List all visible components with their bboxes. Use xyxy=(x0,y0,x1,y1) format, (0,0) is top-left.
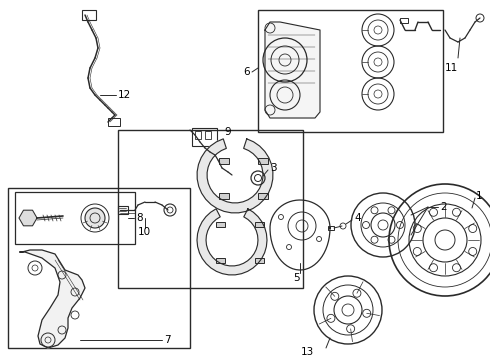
Text: 6: 6 xyxy=(244,67,250,77)
Bar xyxy=(118,130,303,288)
Polygon shape xyxy=(265,22,320,118)
Polygon shape xyxy=(197,209,267,275)
Bar xyxy=(82,10,96,20)
Text: 11: 11 xyxy=(445,63,458,73)
Text: 10: 10 xyxy=(138,227,151,237)
Bar xyxy=(108,118,120,126)
Polygon shape xyxy=(197,139,273,213)
Bar xyxy=(255,222,264,227)
Text: 2: 2 xyxy=(440,202,446,212)
Text: 13: 13 xyxy=(301,347,314,357)
Text: 4: 4 xyxy=(354,213,361,223)
Bar xyxy=(258,10,443,132)
Text: 8: 8 xyxy=(136,213,143,223)
Circle shape xyxy=(85,208,105,228)
Text: 1: 1 xyxy=(476,191,483,201)
Bar xyxy=(118,206,128,214)
Bar xyxy=(258,158,268,164)
Text: 12: 12 xyxy=(118,90,131,100)
Bar xyxy=(216,222,225,227)
Bar xyxy=(255,258,264,263)
Bar xyxy=(216,258,225,263)
Text: 3: 3 xyxy=(270,163,277,173)
Bar xyxy=(192,128,217,146)
Bar xyxy=(205,131,211,139)
Bar xyxy=(328,226,334,230)
Bar xyxy=(195,131,201,139)
Text: 5: 5 xyxy=(293,273,299,283)
Text: 9: 9 xyxy=(225,127,231,137)
Bar xyxy=(8,188,190,348)
Polygon shape xyxy=(19,210,37,226)
Bar xyxy=(15,192,135,244)
Polygon shape xyxy=(20,250,85,348)
Bar xyxy=(219,158,229,164)
Text: 7: 7 xyxy=(164,335,171,345)
Bar xyxy=(400,18,408,23)
Bar xyxy=(219,193,229,199)
Bar xyxy=(258,193,268,199)
